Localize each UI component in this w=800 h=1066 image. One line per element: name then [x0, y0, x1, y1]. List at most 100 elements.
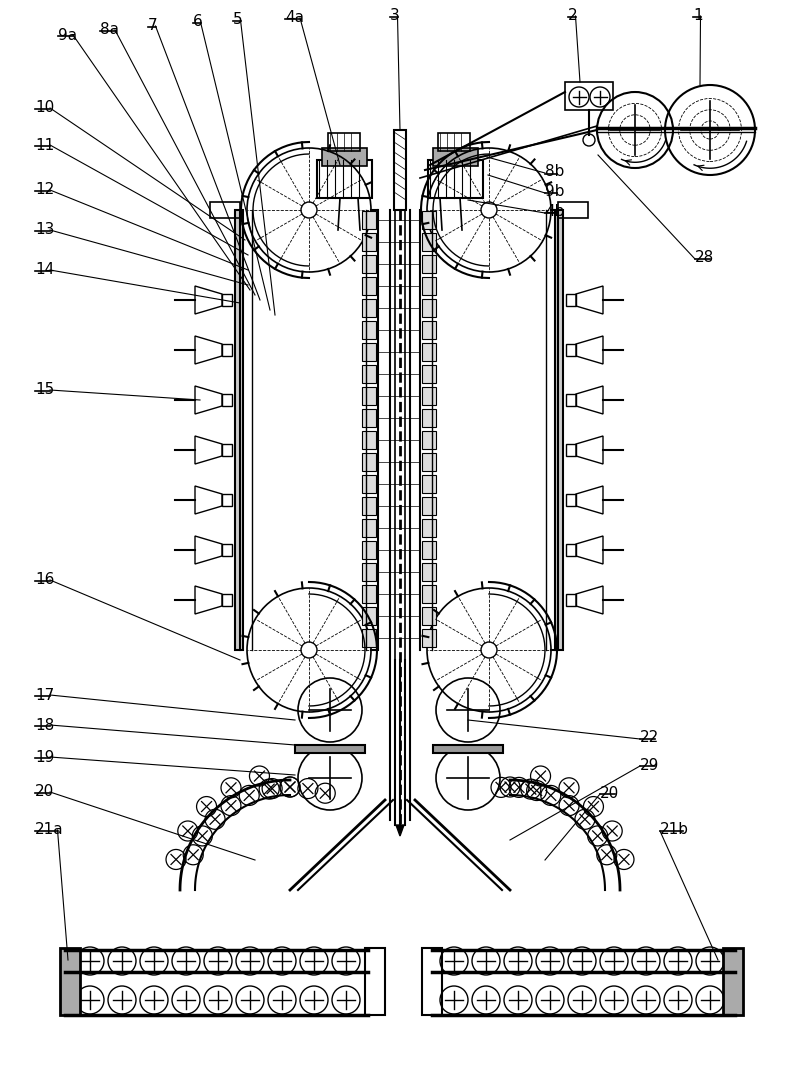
- Text: 20: 20: [600, 786, 619, 801]
- Polygon shape: [195, 336, 222, 364]
- Bar: [362, 563, 376, 581]
- Bar: [422, 453, 436, 471]
- Bar: [362, 519, 376, 537]
- Bar: [422, 365, 436, 383]
- Polygon shape: [576, 286, 603, 314]
- Bar: [362, 298, 376, 317]
- Bar: [422, 277, 436, 295]
- Bar: [422, 542, 436, 559]
- Bar: [60, 948, 80, 1015]
- Text: 10: 10: [35, 100, 54, 115]
- Bar: [566, 344, 576, 356]
- Polygon shape: [576, 536, 603, 564]
- Bar: [422, 475, 436, 492]
- Bar: [566, 544, 576, 556]
- Bar: [422, 409, 436, 427]
- Bar: [558, 201, 588, 219]
- Text: 15: 15: [35, 383, 54, 398]
- Text: 6: 6: [193, 15, 202, 30]
- Text: 21a: 21a: [35, 823, 64, 838]
- Polygon shape: [195, 536, 222, 564]
- Bar: [422, 497, 436, 515]
- Bar: [422, 519, 436, 537]
- Bar: [222, 445, 232, 456]
- Text: 8a: 8a: [100, 22, 119, 37]
- Bar: [422, 321, 436, 339]
- Bar: [362, 233, 376, 251]
- Bar: [322, 148, 367, 166]
- Bar: [566, 594, 576, 605]
- Bar: [422, 629, 436, 647]
- Bar: [422, 585, 436, 603]
- Bar: [362, 343, 376, 361]
- Text: 18: 18: [35, 717, 54, 732]
- Bar: [222, 494, 232, 506]
- Bar: [295, 745, 365, 753]
- Bar: [222, 394, 232, 406]
- Bar: [422, 563, 436, 581]
- Bar: [428, 160, 483, 198]
- Polygon shape: [195, 586, 222, 614]
- Bar: [566, 294, 576, 306]
- Text: 2: 2: [568, 9, 578, 23]
- Bar: [566, 394, 576, 406]
- Bar: [362, 365, 376, 383]
- Bar: [422, 298, 436, 317]
- Text: 4a: 4a: [285, 11, 304, 26]
- Bar: [365, 948, 385, 1015]
- Text: 28: 28: [695, 251, 714, 265]
- Text: 8b: 8b: [545, 164, 564, 179]
- Bar: [422, 211, 436, 229]
- Polygon shape: [576, 436, 603, 464]
- Text: 12: 12: [35, 182, 54, 197]
- Bar: [328, 133, 360, 151]
- Bar: [394, 130, 406, 210]
- Bar: [362, 497, 376, 515]
- Bar: [565, 82, 613, 110]
- Polygon shape: [576, 486, 603, 514]
- Bar: [422, 233, 436, 251]
- Bar: [422, 948, 442, 1015]
- Text: 20: 20: [35, 785, 54, 800]
- Bar: [566, 445, 576, 456]
- Bar: [235, 210, 243, 650]
- Bar: [222, 594, 232, 605]
- Polygon shape: [576, 586, 603, 614]
- Text: 11: 11: [35, 138, 54, 152]
- Polygon shape: [396, 825, 404, 836]
- Text: 3: 3: [390, 9, 400, 23]
- Bar: [566, 494, 576, 506]
- Text: 13: 13: [35, 223, 54, 238]
- Bar: [422, 255, 436, 273]
- Text: 16: 16: [35, 572, 54, 587]
- Bar: [210, 201, 240, 219]
- Bar: [222, 294, 232, 306]
- Bar: [362, 431, 376, 449]
- Bar: [438, 133, 470, 151]
- Bar: [222, 344, 232, 356]
- Bar: [362, 409, 376, 427]
- Text: 1: 1: [693, 9, 702, 23]
- Polygon shape: [576, 386, 603, 414]
- Bar: [362, 321, 376, 339]
- Text: 9a: 9a: [58, 28, 77, 43]
- Bar: [362, 607, 376, 625]
- Bar: [362, 629, 376, 647]
- Bar: [222, 544, 232, 556]
- Bar: [362, 255, 376, 273]
- Bar: [422, 431, 436, 449]
- Bar: [317, 160, 372, 198]
- Bar: [362, 542, 376, 559]
- Bar: [433, 745, 503, 753]
- Bar: [362, 387, 376, 405]
- Bar: [422, 343, 436, 361]
- Bar: [422, 387, 436, 405]
- Text: 19: 19: [35, 749, 54, 764]
- Bar: [422, 607, 436, 625]
- Bar: [362, 453, 376, 471]
- Text: 9b: 9b: [545, 184, 565, 199]
- Bar: [362, 211, 376, 229]
- Bar: [362, 585, 376, 603]
- Polygon shape: [576, 336, 603, 364]
- Bar: [362, 277, 376, 295]
